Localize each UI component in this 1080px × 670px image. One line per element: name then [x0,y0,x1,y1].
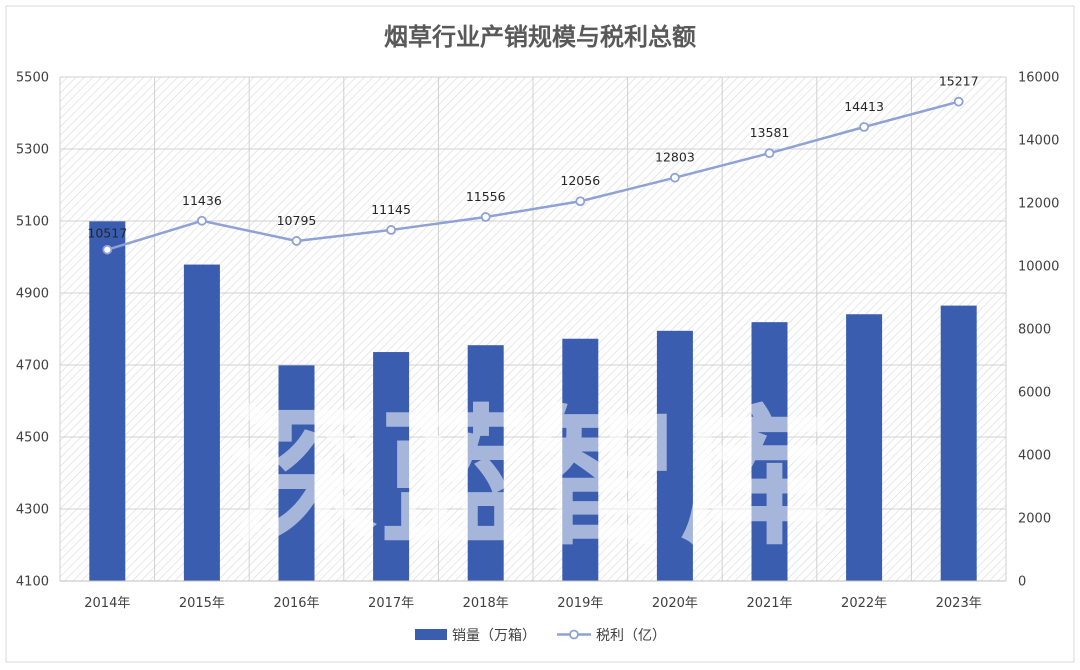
bar [373,352,410,581]
line-point [764,148,775,159]
legend-swatch-bar [415,629,447,640]
line-point [291,236,302,246]
bar [89,221,126,582]
y-right-tick-label: 4000 [1018,449,1051,464]
x-tick-label: 2019年 [557,596,603,611]
x-tick-label: 2018年 [463,596,509,611]
y-left-tick-label: 5500 [16,71,49,86]
data-label: 12056 [560,173,600,188]
x-tick-label: 2015年 [179,596,225,611]
line-point [196,215,207,226]
x-tick-label: 2014年 [84,596,130,611]
bar [656,330,693,581]
y-left-tick-label: 5100 [16,215,49,230]
data-label: 11436 [182,193,222,208]
watermark-text: 深蓝智库 [230,392,830,566]
bar [562,338,599,581]
data-label: 10795 [277,213,317,228]
y-right-tick-label: 12000 [1018,197,1059,212]
data-labels: 10517 11436 10795 11145 11556 12056 12803 13581… [87,74,978,241]
data-label: 12803 [655,150,695,165]
legend: 销量（万箱） 税利（亿） [415,628,666,644]
data-label: 15217 [939,74,979,89]
line-series [102,96,964,255]
x-tick-label: 2023年 [936,596,982,611]
data-label: 13581 [750,125,790,140]
x-tick-label: 2020年 [652,596,698,611]
line-path [106,100,960,251]
y-left-tick-label: 4500 [16,431,49,446]
y-right-tick-label: 0 [1018,575,1026,590]
bar [846,314,883,581]
y-right-tick-label: 14000 [1018,134,1059,149]
data-label: 11145 [371,202,411,217]
x-tick-label: 2022年 [841,596,887,611]
bar [751,322,788,581]
line-point [670,172,680,183]
y-left-tick-label: 4700 [16,359,49,374]
bar [940,305,977,581]
watermark: 深蓝智库 [230,392,830,566]
x-tick-label: 2021年 [746,596,792,611]
y-left-tick-label: 5300 [16,143,49,158]
line-point [953,96,964,107]
line-point [386,225,397,235]
line-point [859,122,869,132]
chart-title: 烟草行业产销规模与税利总额 [384,23,696,51]
y-left-tick-label: 4900 [16,287,49,302]
legend-swatch-marker [569,629,579,640]
x-tick-label: 2016年 [273,596,319,611]
data-label: 11556 [466,189,506,204]
y-right-tick-label: 16000 [1018,71,1059,86]
y-right-tick-label: 8000 [1018,323,1051,338]
bar [183,264,220,581]
data-label: 10517 [87,226,127,241]
bar-series [89,221,977,582]
legend-label-bar: 销量（万箱） [452,628,536,644]
y-right-tick-label: 6000 [1018,386,1051,401]
bar [467,345,504,581]
legend-label-line: 税利（亿） [596,628,666,644]
line-point [480,212,491,222]
y-left-tick-label: 4100 [16,575,49,590]
x-axis: 2014年 2015年 2016年 2017年 2018年 2019年 2020年 2021年… [60,580,1006,611]
y-left-tick-label: 4300 [16,503,49,518]
x-tick-label: 2017年 [368,596,414,611]
right-axis: 0 2000 4000 6000 8000 10000 12000 14000 16000 [1018,71,1059,590]
line-point [575,196,586,207]
data-label: 14413 [844,99,884,114]
y-right-tick-label: 2000 [1018,512,1051,527]
left-axis: 4100 4300 4500 4700 4900 5100 5300 5500 [16,71,49,590]
y-right-tick-label: 10000 [1018,260,1059,275]
bar [278,365,315,581]
line-point [102,244,113,255]
